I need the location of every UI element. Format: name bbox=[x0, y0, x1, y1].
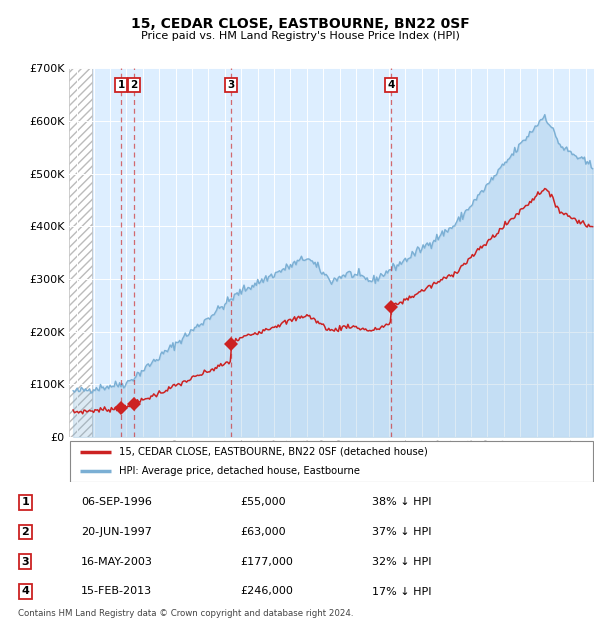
Text: 4: 4 bbox=[21, 587, 29, 596]
Text: Price paid vs. HM Land Registry's House Price Index (HPI): Price paid vs. HM Land Registry's House … bbox=[140, 31, 460, 41]
Text: 3: 3 bbox=[227, 80, 235, 90]
Text: 17% ↓ HPI: 17% ↓ HPI bbox=[372, 587, 431, 596]
Text: £63,000: £63,000 bbox=[240, 527, 286, 537]
Text: 15-FEB-2013: 15-FEB-2013 bbox=[81, 587, 152, 596]
Text: 16-MAY-2003: 16-MAY-2003 bbox=[81, 557, 153, 567]
Text: 15, CEDAR CLOSE, EASTBOURNE, BN22 0SF (detached house): 15, CEDAR CLOSE, EASTBOURNE, BN22 0SF (d… bbox=[119, 446, 428, 456]
Text: 3: 3 bbox=[22, 557, 29, 567]
Text: 1: 1 bbox=[118, 80, 125, 90]
Text: 38% ↓ HPI: 38% ↓ HPI bbox=[372, 497, 431, 507]
Text: HPI: Average price, detached house, Eastbourne: HPI: Average price, detached house, East… bbox=[119, 466, 360, 476]
Text: 06-SEP-1996: 06-SEP-1996 bbox=[81, 497, 152, 507]
Text: 20-JUN-1997: 20-JUN-1997 bbox=[81, 527, 152, 537]
Text: 2: 2 bbox=[131, 80, 138, 90]
Text: £55,000: £55,000 bbox=[240, 497, 286, 507]
Text: 32% ↓ HPI: 32% ↓ HPI bbox=[372, 557, 431, 567]
Text: £246,000: £246,000 bbox=[240, 587, 293, 596]
Text: 15, CEDAR CLOSE, EASTBOURNE, BN22 0SF: 15, CEDAR CLOSE, EASTBOURNE, BN22 0SF bbox=[131, 17, 469, 32]
Text: Contains HM Land Registry data © Crown copyright and database right 2024.
This d: Contains HM Land Registry data © Crown c… bbox=[18, 609, 353, 620]
Text: 1: 1 bbox=[22, 497, 29, 507]
Bar bbox=[69, 68, 92, 437]
Text: 2: 2 bbox=[22, 527, 29, 537]
FancyBboxPatch shape bbox=[70, 441, 593, 482]
Text: 37% ↓ HPI: 37% ↓ HPI bbox=[372, 527, 431, 537]
Text: 4: 4 bbox=[387, 80, 395, 90]
Text: £177,000: £177,000 bbox=[240, 557, 293, 567]
Bar bbox=[69, 68, 92, 437]
